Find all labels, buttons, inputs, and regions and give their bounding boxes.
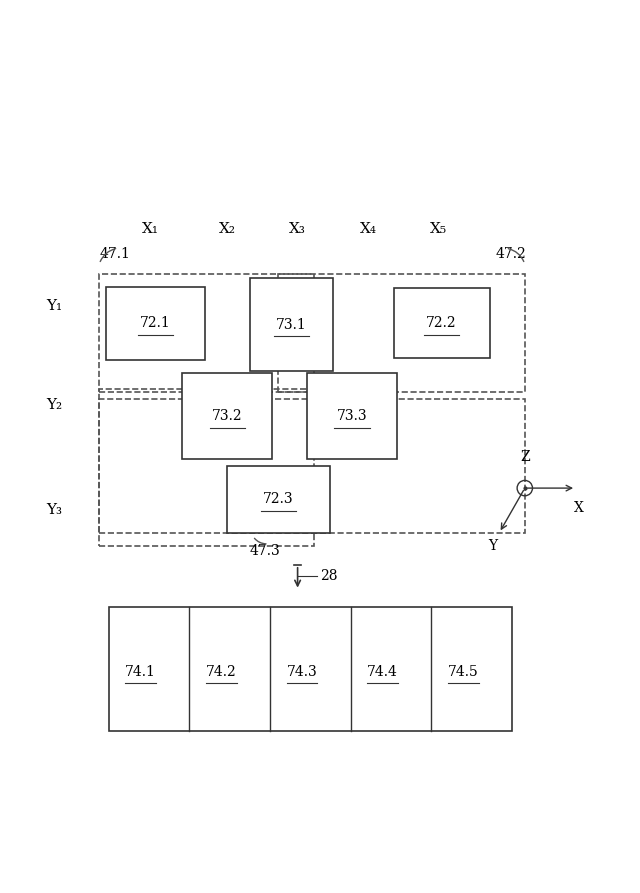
Text: 74.2: 74.2	[206, 664, 237, 679]
Text: Y: Y	[488, 539, 497, 554]
Text: Z: Z	[520, 450, 530, 464]
Text: X₄: X₄	[360, 221, 376, 236]
Text: X₁: X₁	[142, 221, 159, 236]
FancyBboxPatch shape	[182, 373, 272, 459]
Text: 73.1: 73.1	[276, 318, 307, 331]
Text: Y₁: Y₁	[46, 298, 63, 313]
Text: X₃: X₃	[289, 221, 306, 236]
FancyBboxPatch shape	[307, 373, 397, 459]
Text: 72.1: 72.1	[140, 316, 171, 330]
FancyBboxPatch shape	[106, 287, 205, 360]
Text: 73.3: 73.3	[337, 409, 367, 423]
FancyBboxPatch shape	[250, 279, 333, 371]
Text: 74.3: 74.3	[287, 664, 317, 679]
Text: 74.1: 74.1	[125, 664, 156, 679]
Text: 47.1: 47.1	[99, 247, 130, 262]
FancyBboxPatch shape	[394, 288, 490, 358]
Text: 73.2: 73.2	[212, 409, 243, 423]
Text: 47.3: 47.3	[250, 544, 280, 558]
FancyBboxPatch shape	[227, 466, 330, 533]
Text: 28: 28	[320, 569, 337, 583]
Text: X₅: X₅	[430, 221, 447, 236]
Text: 72.2: 72.2	[426, 316, 457, 330]
Text: 47.2: 47.2	[496, 247, 527, 262]
Text: X: X	[574, 501, 584, 515]
Text: 74.4: 74.4	[367, 664, 398, 679]
Text: Y₃: Y₃	[47, 504, 63, 518]
Text: X₂: X₂	[219, 221, 236, 236]
FancyBboxPatch shape	[109, 606, 512, 731]
Text: 72.3: 72.3	[263, 492, 294, 506]
Text: Y₂: Y₂	[46, 398, 63, 412]
Text: 74.5: 74.5	[448, 664, 479, 679]
